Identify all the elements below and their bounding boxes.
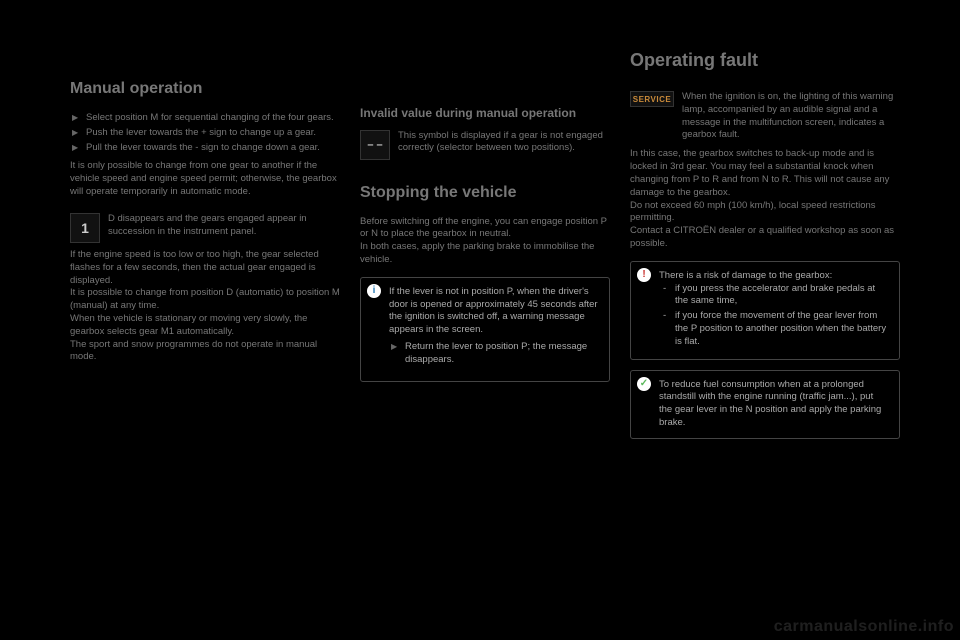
manual-para: If the engine speed is too low or too hi… <box>70 249 340 287</box>
warning-item: if you press the accelerator and brake p… <box>659 283 889 309</box>
warning-item: if you force the movement of the gear le… <box>659 310 889 348</box>
eco-callout-body: To reduce fuel consumption when at a pro… <box>659 379 889 430</box>
heading-manual-operation: Manual operation <box>70 80 340 98</box>
stopping-para: In both cases, apply the parking brake t… <box>360 241 610 267</box>
heading-stopping-vehicle: Stopping the vehicle <box>360 184 610 202</box>
service-lamp-icon: SERVICE <box>630 91 674 107</box>
gear-icon-row: 1 D disappears and the gears engaged app… <box>70 213 340 243</box>
warning-list: if you press the accelerator and brake p… <box>659 283 889 349</box>
gear-icon-text: D disappears and the gears engaged appea… <box>108 213 340 239</box>
info-callout: i If the lever is not in position P, whe… <box>360 277 610 382</box>
warning-callout-body: There is a risk of damage to the gearbox… <box>659 270 889 349</box>
warning-lead: There is a risk of damage to the gearbox… <box>659 270 889 283</box>
fault-para: In this case, the gearbox switches to ba… <box>630 148 900 199</box>
col-right: Operating fault SERVICE When the ignitio… <box>630 50 900 439</box>
warning-icon: ! <box>637 268 651 282</box>
manual-bullet-list: Select position M for sequential changin… <box>70 112 340 154</box>
col-mid: Invalid value during manual operation – … <box>360 80 610 382</box>
info-icon: i <box>367 284 381 298</box>
subheading-invalid-value: Invalid value during manual operation <box>360 106 610 122</box>
info-callout-body: If the lever is not in position P, when … <box>389 286 599 367</box>
service-row: SERVICE When the ignition is on, the lig… <box>630 91 900 142</box>
info-bullet: Return the lever to position P; the mess… <box>389 341 599 367</box>
eco-icon: ✓ <box>637 377 651 391</box>
eco-callout: ✓ To reduce fuel consumption when at a p… <box>630 370 900 439</box>
manual-bullet: Select position M for sequential changin… <box>70 112 340 125</box>
gear-display-icon: 1 <box>70 213 100 243</box>
warning-callout: ! There is a risk of damage to the gearb… <box>630 261 900 360</box>
fault-para: Contact a CITROËN dealer or a qualified … <box>630 225 900 251</box>
manual-bullet: Push the lever towards the + sign to cha… <box>70 127 340 140</box>
manual-para: It is possible to change from position D… <box>70 287 340 313</box>
info-text: If the lever is not in position P, when … <box>389 286 599 337</box>
heading-operating-fault: Operating fault <box>630 50 900 71</box>
manual-para: It is only possible to change from one g… <box>70 160 340 198</box>
manual-para: When the vehicle is stationary or moving… <box>70 313 340 339</box>
fault-para: Do not exceed 60 mph (100 km/h), local s… <box>630 200 900 226</box>
watermark: carmanualsonline.info <box>774 618 954 636</box>
manual-para: The sport and snow programmes do not ope… <box>70 339 340 365</box>
dash-icon-row: – – This symbol is displayed if a gear i… <box>360 130 610 160</box>
stopping-para: Before switching off the engine, you can… <box>360 216 610 242</box>
dash-icon-text: This symbol is displayed if a gear is no… <box>398 130 610 156</box>
manual-bullet: Pull the lever towards the - sign to cha… <box>70 142 340 155</box>
dash-display-icon: – – <box>360 130 390 160</box>
info-bullet-list: Return the lever to position P; the mess… <box>389 341 599 367</box>
service-text: When the ignition is on, the lighting of… <box>682 91 900 142</box>
eco-text: To reduce fuel consumption when at a pro… <box>659 379 889 430</box>
col-left: Manual operation Select position M for s… <box>70 80 340 364</box>
